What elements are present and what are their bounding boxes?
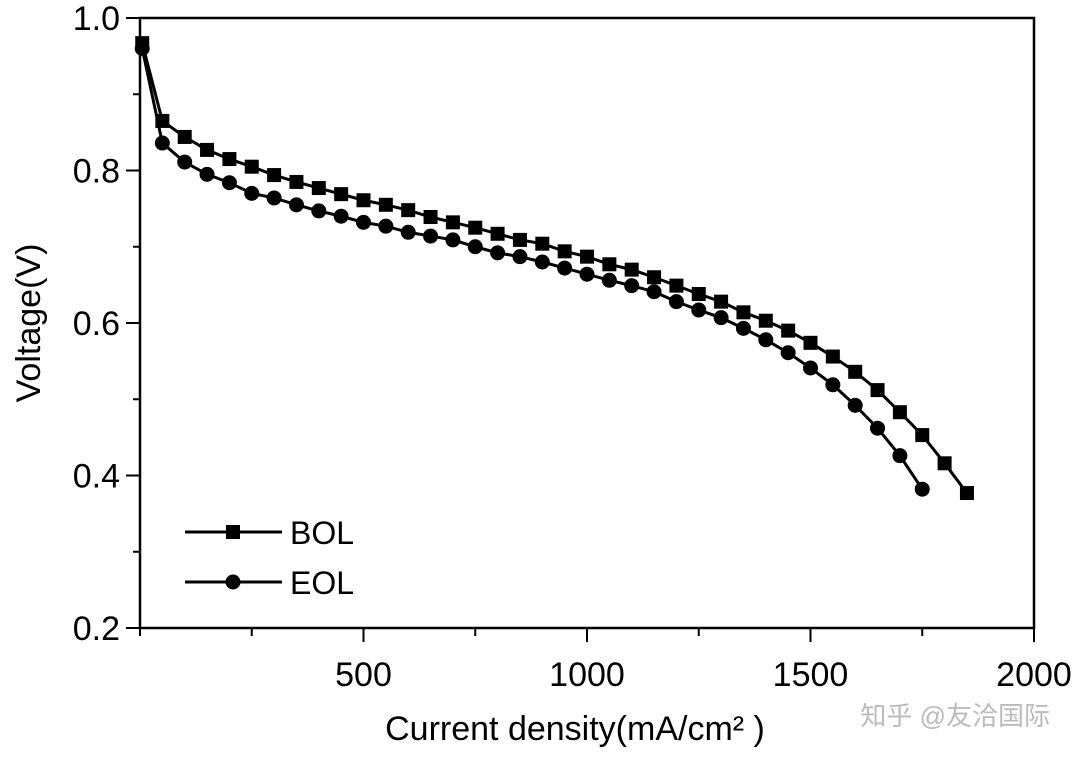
data-point <box>244 159 259 174</box>
data-point <box>579 266 595 282</box>
data-point <box>647 270 662 285</box>
data-point <box>423 210 438 225</box>
data-point <box>535 236 550 251</box>
data-point <box>870 420 886 436</box>
data-point <box>758 332 774 348</box>
data-point <box>825 349 840 364</box>
data-point <box>669 278 684 293</box>
x-axis-label: Current density(mA/cm² ) <box>385 710 765 748</box>
data-point <box>780 345 796 361</box>
data-point <box>624 278 640 294</box>
x-tick-label: 2000 <box>996 656 1072 694</box>
data-point <box>803 335 818 350</box>
data-point <box>714 294 729 309</box>
data-point <box>445 232 461 248</box>
data-point <box>378 197 393 212</box>
data-point <box>602 257 617 272</box>
data-point <box>892 448 908 464</box>
data-point <box>266 190 282 206</box>
data-point <box>691 287 706 302</box>
data-point <box>288 197 304 213</box>
data-point <box>311 203 327 219</box>
y-tick-label: 0.8 <box>73 153 120 191</box>
data-point <box>400 224 416 240</box>
y-tick-label: 0.6 <box>73 305 120 343</box>
data-point <box>490 245 506 261</box>
data-point <box>781 323 796 338</box>
data-point <box>199 166 215 182</box>
data-point <box>847 397 863 413</box>
y-tick-label: 1.0 <box>73 0 120 38</box>
data-point <box>334 187 349 202</box>
series-line <box>140 48 924 491</box>
data-point <box>937 456 952 471</box>
legend-marker <box>225 574 241 590</box>
data-point <box>580 249 594 264</box>
watermark: 知乎 @友洽国际 <box>860 701 1050 731</box>
x-tick-label: 1500 <box>773 656 849 694</box>
data-point <box>601 272 617 288</box>
data-point <box>892 405 907 420</box>
data-point <box>735 320 751 336</box>
data-point <box>401 203 416 218</box>
data-point <box>713 310 729 326</box>
data-point <box>221 175 237 191</box>
series-line <box>140 42 969 494</box>
y-axis-label: Voltage(V) <box>10 244 48 403</box>
data-point <box>758 313 773 328</box>
data-point <box>311 181 326 196</box>
data-point <box>646 284 662 300</box>
data-point <box>356 193 371 208</box>
data-point <box>490 226 505 241</box>
data-point <box>624 262 639 277</box>
data-point <box>512 232 527 247</box>
data-point <box>959 486 974 501</box>
data-point <box>557 244 572 259</box>
data-point <box>557 260 573 276</box>
data-point <box>825 377 841 393</box>
data-point <box>468 220 483 235</box>
data-point <box>848 364 863 379</box>
legend-label: BOL <box>290 515 354 551</box>
data-point <box>222 152 237 167</box>
data-point <box>177 129 192 144</box>
data-point <box>423 228 439 244</box>
data-point <box>915 428 930 443</box>
data-point <box>356 214 371 230</box>
data-point <box>803 360 818 376</box>
data-point <box>736 305 751 320</box>
data-point <box>134 41 150 56</box>
data-point <box>244 185 260 201</box>
data-point <box>668 294 684 310</box>
data-point <box>289 174 304 189</box>
data-point <box>200 142 215 157</box>
x-tick-label: 1000 <box>549 656 625 694</box>
data-point <box>333 208 349 224</box>
legend-label: EOL <box>290 565 354 601</box>
plot-frame <box>138 16 1036 630</box>
data-point <box>467 239 483 255</box>
data-point <box>177 154 193 170</box>
data-point <box>512 249 528 265</box>
data-point <box>691 302 707 318</box>
data-point <box>378 218 394 234</box>
data-point <box>914 481 930 497</box>
legend-marker <box>226 525 240 539</box>
data-point <box>267 168 282 183</box>
data-point <box>870 383 885 398</box>
data-point <box>154 135 170 151</box>
data-point <box>534 254 550 270</box>
y-tick-label: 0.4 <box>73 458 120 496</box>
y-tick-label: 0.2 <box>73 610 120 648</box>
data-point <box>445 215 460 230</box>
x-tick-label: 500 <box>335 656 392 694</box>
